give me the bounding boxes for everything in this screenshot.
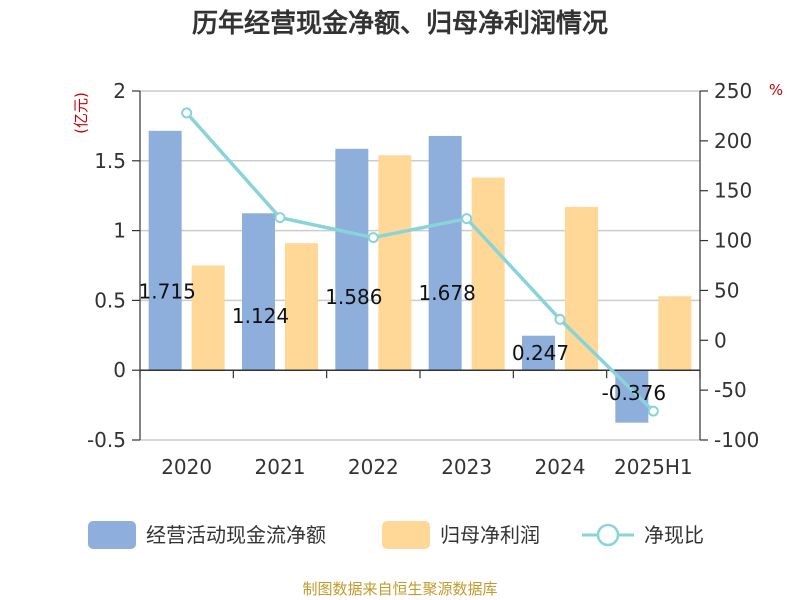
chart-title: 历年经营现金净额、归母净利润情况 [192,8,608,39]
left-tick-label: 0.5 [94,288,126,312]
legend: 经营活动现金流净额 归母净利润 净现比 [88,521,704,549]
bar-net-profit [565,206,598,371]
legend-swatch [382,521,430,549]
right-tick-label: 250 [714,79,752,103]
left-tick-label: 2 [113,79,126,103]
ratio-line [185,111,655,413]
legend-marker [596,523,620,547]
right-tick-label: 50 [714,278,739,302]
right-tick-label: 200 [714,129,752,153]
data-label: 1.678 [419,281,476,305]
legend-label: 归母净利润 [440,523,540,547]
ratio-point [647,405,659,417]
left-tick-label: 1 [113,219,126,243]
legend-swatch [88,521,136,549]
bar-cashflow [148,130,182,371]
data-labels: 1.715 1.124 1.586 1.678 0.247 -0.376 [139,279,667,405]
line-group [181,107,659,417]
ratio-point [367,232,379,244]
bar-net-profit [471,177,505,371]
right-axis-unit: % [769,81,783,99]
bar-cashflow [428,135,462,371]
x-tick-label: 2022 [348,455,399,479]
left-tick-label: -0.5 [87,428,126,452]
data-label: 1.715 [139,279,196,303]
bar-cashflow [522,335,555,371]
data-label: 1.124 [232,304,289,328]
right-tick-label: -100 [714,428,759,452]
right-tick-label: -50 [714,378,747,402]
source-note: 制图数据来自恒生聚源数据库 [302,580,497,598]
x-tick-label: 2021 [255,455,306,479]
data-label: 1.586 [325,285,382,309]
ratio-point [554,313,566,325]
ratio-point [181,107,193,119]
ratio-point [461,213,473,225]
data-label: -0.376 [602,381,666,405]
bar-net-profit [191,265,225,371]
left-tick-label: 0 [113,358,126,382]
right-tick-label: 100 [714,229,752,253]
bar-cashflow [242,213,275,371]
legend-label: 经营活动现金流净额 [146,523,326,547]
bar-net-profit [378,155,412,371]
bar-group [148,130,692,423]
x-tick-label: 2025H1 [614,455,693,479]
bar-cashflow [335,148,369,371]
gridlines [140,90,700,441]
data-label: 0.247 [512,341,569,365]
right-tick-label: 150 [714,179,752,203]
legend-label: 净现比 [644,523,704,547]
left-axis-unit: (亿元) [72,92,90,134]
x-tick-label: 2023 [441,455,492,479]
x-tick-label: 2020 [161,455,212,479]
x-tick-label: 2024 [535,455,586,479]
bar-net-profit [285,243,318,371]
ratio-point [274,212,286,224]
bar-net-profit [658,296,692,371]
right-tick-label: 0 [714,328,727,352]
left-tick-label: 1.5 [94,149,126,173]
axes: -0.5 0 0.5 1 1.5 2 -100 -50 0 50 100 150 200 250 2020 2… [87,79,759,479]
